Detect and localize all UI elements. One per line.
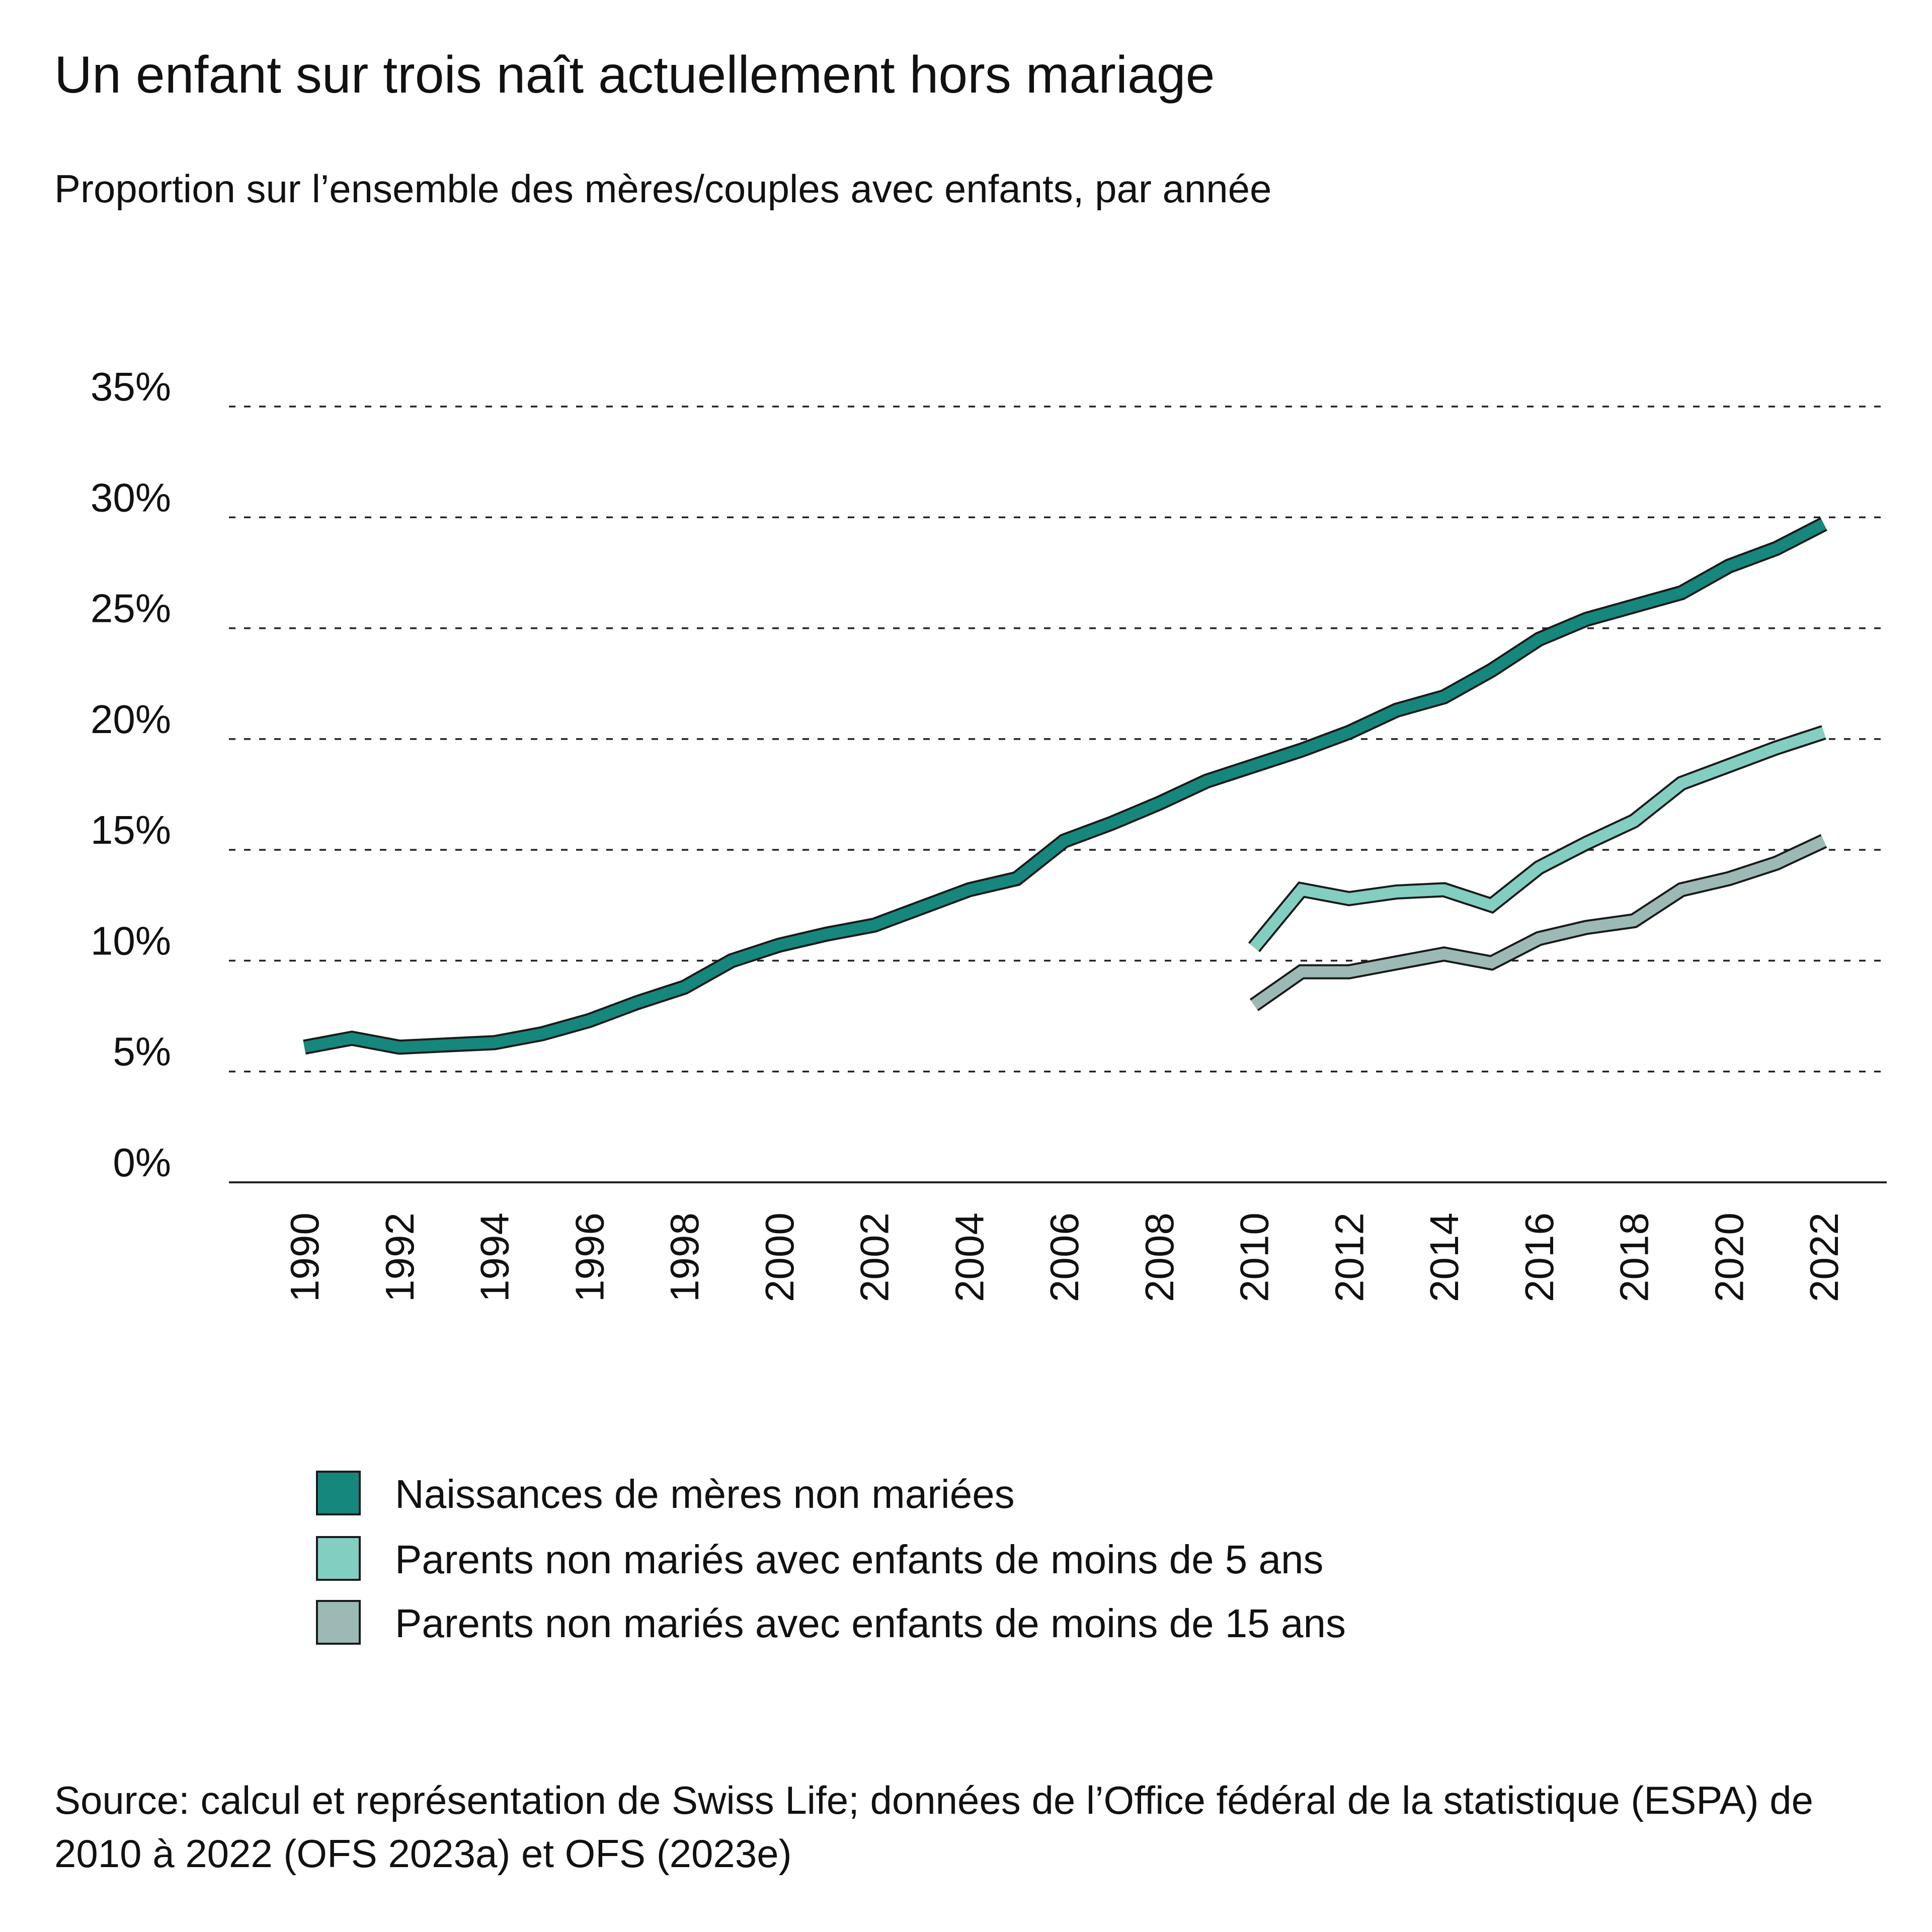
x-tick-label: 1990 [282,1213,327,1302]
x-tick-label: 2004 [947,1213,992,1302]
x-tick-label: 2020 [1707,1213,1751,1302]
legend-swatch [316,1600,361,1645]
x-tick-label: 2016 [1517,1213,1562,1302]
y-tick-label: 15% [91,808,171,852]
legend-swatch [316,1471,361,1515]
series-1 [303,517,1827,1055]
y-tick-label: 5% [113,1029,171,1074]
x-tick-label: 1992 [377,1213,422,1302]
x-tick-label: 2010 [1232,1213,1277,1302]
source-note: Source: calcul et représentation de Swis… [54,1778,1814,1876]
y-axis-tick-labels: 0% 5% 10% 15% 20% 25% 30% 35% [91,364,171,1185]
series-line [303,519,1827,1053]
chart-title: Un enfant sur trois naît actuellement ho… [54,46,1215,104]
y-tick-label: 35% [91,364,171,409]
y-tick-label: 0% [113,1140,171,1185]
x-tick-label: 2002 [852,1213,897,1302]
legend-label: Parents non mariés avec enfants de moins… [395,1537,1324,1582]
legend-label: Parents non mariés avec enfants de moins… [395,1601,1346,1646]
x-tick-label: 2012 [1327,1213,1372,1302]
x-tick-label: 2022 [1802,1213,1846,1302]
data-series [303,517,1827,1055]
x-tick-label: 2014 [1422,1213,1467,1302]
legend: Naissances de mères non mariées Parents n… [316,1471,1346,1646]
series-3 [1249,834,1827,1011]
y-tick-label: 30% [91,475,171,520]
series-line [1250,727,1826,951]
x-tick-label: 2000 [757,1213,802,1302]
x-axis-tick-labels: 1990 1992 1994 1996 1998 2000 2002 2004 2006 2008… [282,1213,1846,1302]
x-tick-label: 1998 [662,1213,707,1302]
x-tick-label: 1996 [567,1213,612,1302]
chart-subtitle: Proportion sur l’ensemble des mères/coup… [54,167,1272,211]
gridlines [229,406,1887,1183]
y-tick-label: 25% [91,586,171,631]
y-tick-label: 10% [91,918,171,963]
x-tick-label: 2006 [1042,1213,1087,1302]
x-tick-label: 2018 [1612,1213,1657,1302]
y-tick-label: 20% [91,697,171,742]
legend-swatch [316,1536,361,1581]
legend-label: Naissances de mères non mariées [395,1472,1015,1516]
series-line-outline [303,517,1827,1055]
x-tick-label: 1994 [472,1213,517,1302]
x-tick-label: 2008 [1137,1213,1182,1302]
series-2 [1248,725,1826,952]
series-line [1251,836,1826,1010]
